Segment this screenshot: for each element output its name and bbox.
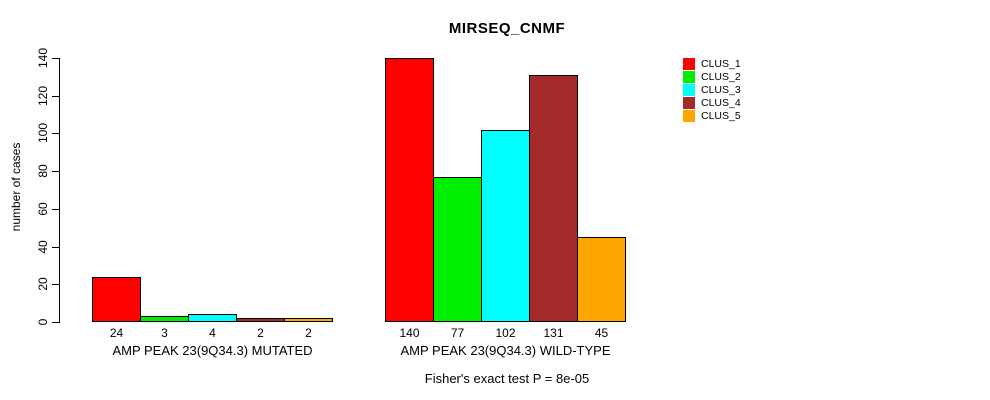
bar-value-label: 2 bbox=[305, 326, 312, 340]
legend-swatch-icon bbox=[683, 96, 695, 109]
y-tick-label-text: 20 bbox=[36, 277, 50, 291]
bar-value-label: 102 bbox=[495, 326, 516, 340]
bar-value-label: 3 bbox=[161, 326, 168, 340]
legend-label: CLUS_4 bbox=[701, 96, 741, 109]
legend-item-clus_2: CLUS_2 bbox=[683, 70, 741, 83]
y-tick-label-text: 140 bbox=[36, 47, 50, 69]
y-tick-label-text: 0 bbox=[36, 318, 50, 326]
legend-swatch-icon bbox=[683, 83, 695, 96]
bar-clus_1-group1 bbox=[92, 277, 141, 322]
legend-swatch-icon bbox=[683, 70, 695, 83]
legend-swatch-icon bbox=[683, 57, 695, 70]
y-tick-mark bbox=[52, 58, 59, 59]
legend: CLUS_1 CLUS_2 CLUS_3 CLUS_4 CLUS_5 bbox=[683, 57, 741, 122]
y-tick-label-text: 60 bbox=[36, 202, 50, 216]
legend-label: CLUS_3 bbox=[701, 83, 741, 96]
bar-clus_4-group2 bbox=[529, 75, 578, 322]
bar-value-label: 45 bbox=[594, 326, 609, 340]
y-tick-label-text: 100 bbox=[36, 122, 50, 144]
y-tick-mark bbox=[52, 96, 59, 97]
legend-item-clus_3: CLUS_3 bbox=[683, 83, 741, 96]
y-tick-mark bbox=[52, 284, 59, 285]
bar-value-label: 4 bbox=[209, 326, 216, 340]
y-tick-mark bbox=[52, 171, 59, 172]
bar-clus_2-group1 bbox=[140, 316, 189, 322]
y-tick-label-text: 80 bbox=[36, 164, 50, 178]
legend-label: CLUS_5 bbox=[701, 109, 741, 122]
y-tick-mark bbox=[52, 247, 59, 248]
bar-clus_2-group2 bbox=[433, 177, 482, 322]
y-axis-title-text: number of cases bbox=[9, 142, 23, 232]
bar-value-label: 131 bbox=[543, 326, 564, 340]
y-tick-mark bbox=[52, 322, 59, 323]
y-tick-label-text: 120 bbox=[36, 85, 50, 107]
bar-value-label: 24 bbox=[109, 326, 124, 340]
chart-title: MIRSEQ_CNMF bbox=[448, 20, 566, 37]
y-tick-label-text: 40 bbox=[36, 240, 50, 254]
legend-swatch-icon bbox=[683, 109, 695, 122]
legend-item-clus_5: CLUS_5 bbox=[683, 109, 741, 122]
bar-clus_3-group2 bbox=[481, 130, 530, 322]
bar-clus_4-group1 bbox=[236, 318, 285, 322]
bar-clus_5-group2 bbox=[577, 237, 626, 322]
bar-clus_3-group1 bbox=[188, 314, 237, 322]
footer-annotation: Fisher's exact test P = 8e-05 bbox=[424, 371, 590, 386]
legend-item-clus_4: CLUS_4 bbox=[683, 96, 741, 109]
y-tick-mark bbox=[52, 209, 59, 210]
legend-label: CLUS_2 bbox=[701, 70, 741, 83]
legend-item-clus_1: CLUS_1 bbox=[683, 57, 741, 70]
y-tick-mark bbox=[52, 133, 59, 134]
group-label-mutated: AMP PEAK 23(9Q34.3) MUTATED bbox=[112, 343, 313, 358]
bar-value-label: 77 bbox=[450, 326, 465, 340]
y-axis-line bbox=[59, 58, 60, 323]
legend-label: CLUS_1 bbox=[701, 57, 741, 70]
bar-value-label: 140 bbox=[399, 326, 420, 340]
group-label-wild-type: AMP PEAK 23(9Q34.3) WILD-TYPE bbox=[400, 343, 611, 358]
bar-clus_5-group1 bbox=[284, 318, 333, 322]
bar-value-label: 2 bbox=[257, 326, 264, 340]
bar-clus_1-group2 bbox=[385, 58, 434, 322]
